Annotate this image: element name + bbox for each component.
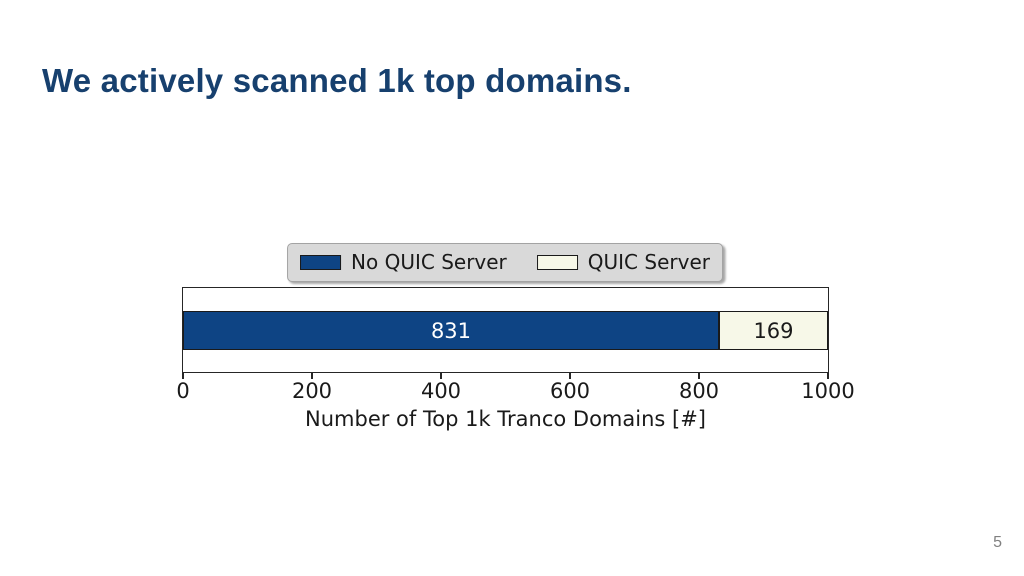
legend-item-quic-server: QUIC Server: [536, 250, 710, 275]
x-tick-label: 200: [291, 379, 333, 403]
tick-mark: [311, 373, 313, 379]
tick-mark: [698, 373, 700, 379]
chart-legend: No QUIC Server QUIC Server: [287, 243, 723, 282]
bar-segment-no-quic-server: 831: [183, 311, 719, 350]
tick-mark: [440, 373, 442, 379]
tick-mark: [182, 373, 184, 379]
page-title: We actively scanned 1k top domains.: [42, 62, 632, 99]
no-quic-server-swatch-icon: [300, 255, 342, 270]
legend-item-no-quic-server: No QUIC Server: [300, 250, 507, 275]
x-tick-label: 800: [678, 379, 720, 403]
x-axis-label: Number of Top 1k Tranco Domains [#]: [305, 407, 706, 431]
x-tick-label: 600: [549, 379, 591, 403]
x-tick-label: 0: [176, 379, 190, 403]
legend-label-quic-server: QUIC Server: [587, 250, 710, 274]
tick-mark: [569, 373, 571, 379]
stacked-bar: 831 169: [183, 311, 828, 350]
page-number: 5: [993, 534, 1002, 551]
bar-segment-quic-server: 169: [718, 311, 828, 350]
legend-label-no-quic-server: No QUIC Server: [351, 250, 507, 274]
tick-mark: [827, 373, 829, 379]
x-tick-label: 400: [420, 379, 462, 403]
bar-chart-plot-area: 831 169 0 200 400 600 800 1000 Number of…: [176, 287, 855, 431]
quic-server-swatch-icon: [536, 255, 578, 270]
x-tick-label: 1000: [801, 379, 855, 403]
